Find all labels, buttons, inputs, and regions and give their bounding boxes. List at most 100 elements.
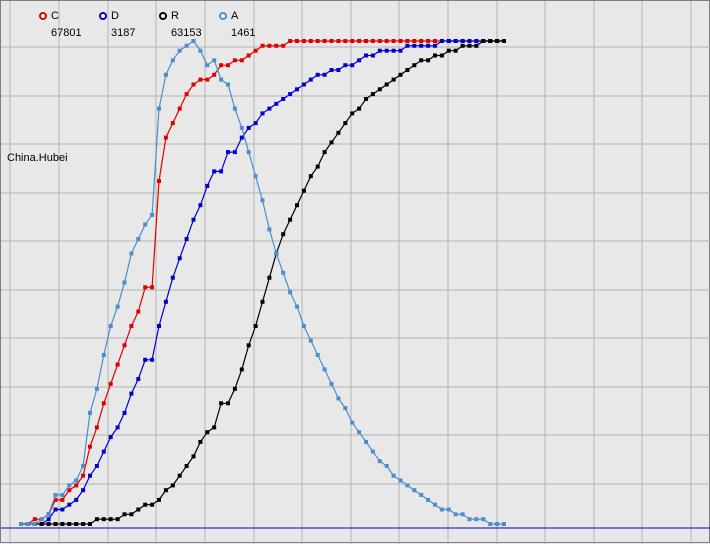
data-point — [143, 222, 148, 227]
data-point — [364, 39, 368, 43]
data-point — [495, 522, 500, 526]
data-point — [81, 488, 86, 493]
data-point — [446, 507, 451, 512]
data-point — [184, 92, 189, 97]
data-point — [115, 304, 120, 309]
data-point — [288, 290, 293, 295]
data-point — [53, 507, 58, 512]
data-point — [357, 106, 362, 111]
data-point — [101, 449, 106, 454]
data-point — [246, 53, 251, 58]
data-point — [150, 285, 155, 290]
data-point — [74, 478, 79, 483]
data-point — [226, 63, 230, 68]
data-point — [219, 63, 224, 68]
data-point — [88, 522, 92, 526]
data-point — [384, 48, 389, 53]
data-point — [357, 58, 362, 63]
data-point — [53, 522, 58, 526]
data-point — [177, 48, 182, 53]
data-point — [81, 464, 86, 468]
data-point — [274, 43, 279, 48]
data-point — [101, 353, 106, 357]
data-point — [350, 39, 355, 43]
data-point — [343, 121, 348, 126]
data-point — [198, 439, 203, 444]
data-point — [502, 39, 506, 43]
data-point — [136, 237, 141, 241]
data-point — [281, 43, 286, 48]
data-point — [212, 58, 217, 63]
data-point — [453, 48, 458, 53]
data-point — [94, 386, 99, 391]
data-point — [350, 63, 355, 68]
data-point — [260, 198, 265, 203]
data-point — [170, 58, 175, 63]
data-point — [25, 522, 30, 526]
data-point — [364, 439, 368, 444]
data-point — [301, 188, 306, 193]
data-point — [391, 473, 396, 478]
series-r-marker-icon — [159, 12, 167, 20]
series-a — [19, 39, 506, 526]
data-point — [184, 237, 189, 241]
data-point — [94, 517, 99, 522]
data-point — [32, 517, 37, 522]
data-point — [419, 58, 424, 63]
data-point — [46, 517, 51, 522]
data-point — [219, 401, 224, 406]
data-point — [384, 39, 389, 43]
series-d-marker-icon — [99, 12, 107, 20]
data-point — [329, 39, 334, 43]
data-point — [67, 483, 72, 488]
data-point — [150, 212, 155, 217]
data-point — [198, 203, 203, 208]
data-point — [101, 401, 106, 406]
data-point — [232, 106, 237, 111]
data-point — [53, 497, 58, 502]
data-point — [163, 135, 168, 140]
data-point — [398, 72, 403, 77]
data-point — [281, 270, 286, 275]
data-point — [60, 497, 65, 502]
data-point — [495, 39, 500, 43]
data-point — [170, 483, 175, 488]
data-point — [163, 299, 168, 304]
legend-value-c: 67801 — [51, 27, 82, 39]
data-point — [357, 39, 362, 43]
data-point — [212, 169, 217, 174]
data-point — [295, 203, 299, 208]
data-point — [419, 43, 424, 48]
data-point — [329, 68, 334, 72]
data-point — [226, 82, 230, 87]
data-point — [246, 125, 251, 130]
data-point — [308, 77, 313, 82]
series-a-marker-icon — [219, 12, 227, 20]
data-point — [453, 39, 458, 43]
data-point — [460, 512, 465, 517]
data-point — [391, 77, 396, 82]
data-point — [129, 251, 134, 256]
data-point — [405, 39, 410, 43]
data-point — [370, 92, 375, 97]
data-point — [219, 169, 224, 174]
data-point — [322, 367, 327, 372]
data-point — [150, 357, 155, 362]
data-point — [232, 386, 237, 391]
data-point — [205, 183, 210, 188]
data-point — [122, 343, 127, 348]
data-point — [412, 63, 417, 68]
data-point — [281, 232, 286, 237]
data-point — [94, 425, 99, 430]
data-point — [488, 522, 493, 526]
data-point — [439, 39, 444, 43]
data-point — [336, 396, 341, 401]
series-c-marker-icon — [39, 12, 47, 20]
data-point — [288, 217, 293, 222]
data-point — [212, 72, 217, 77]
data-point — [274, 251, 279, 256]
data-point — [488, 39, 493, 43]
data-point — [157, 324, 161, 328]
data-point — [364, 97, 368, 101]
data-point — [453, 512, 458, 517]
